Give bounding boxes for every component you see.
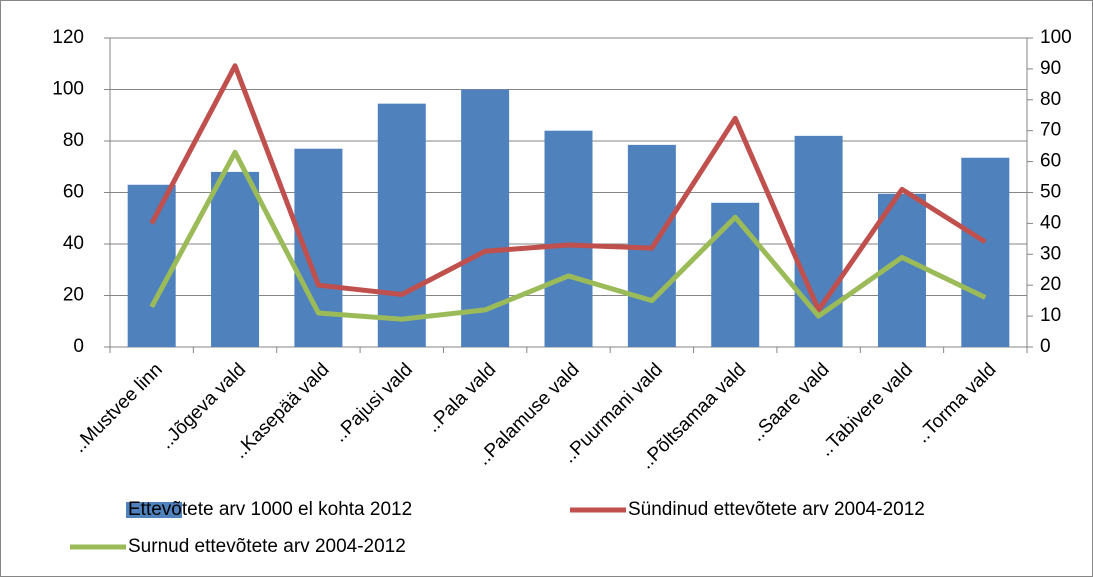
legend-label: Ettevõtete arv 1000 el kohta 2012: [128, 499, 412, 520]
bar: [961, 157, 1010, 347]
y2-tick-label: 70: [1040, 120, 1061, 141]
y2-tick-label: 90: [1040, 58, 1061, 79]
y-tick-label: 120: [52, 27, 84, 48]
y-tick-label: 40: [63, 233, 84, 254]
legend-label: Sündinud ettevõtete arv 2004-2012: [628, 499, 925, 520]
bar: [211, 171, 260, 347]
y2-tick-label: 40: [1040, 212, 1061, 233]
legend-label: Surnud ettevõtete arv 2004-2012: [128, 536, 406, 557]
line: [149, 63, 987, 313]
bar: [377, 103, 426, 347]
y-tick-label: 60: [63, 182, 84, 203]
y2-tick-label: 0: [1040, 336, 1051, 357]
legend-swatch: [126, 502, 182, 518]
y2-tick-label: 10: [1040, 305, 1061, 326]
y-tick-label: 80: [63, 130, 84, 151]
y2-tick-label: 100: [1040, 27, 1072, 48]
y2-tick-label: 30: [1040, 243, 1061, 264]
line: [149, 149, 987, 322]
bar: [127, 184, 176, 347]
bar: [711, 202, 760, 347]
y2-tick-label: 50: [1040, 182, 1061, 203]
y-tick-label: 100: [52, 79, 84, 100]
y2-tick-label: 60: [1040, 151, 1061, 172]
bar: [544, 130, 593, 347]
y2-tick-label: 80: [1040, 89, 1061, 110]
y-tick-label: 20: [63, 285, 84, 306]
y2-tick-label: 20: [1040, 274, 1061, 295]
y-tick-label: 0: [73, 336, 84, 357]
